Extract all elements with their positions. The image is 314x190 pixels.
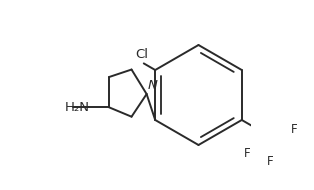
Text: Cl: Cl — [135, 48, 149, 61]
Text: N: N — [148, 79, 158, 92]
Text: F: F — [244, 147, 251, 160]
Text: F: F — [267, 155, 273, 168]
Text: H₂N: H₂N — [65, 101, 89, 114]
Text: F: F — [291, 123, 298, 136]
